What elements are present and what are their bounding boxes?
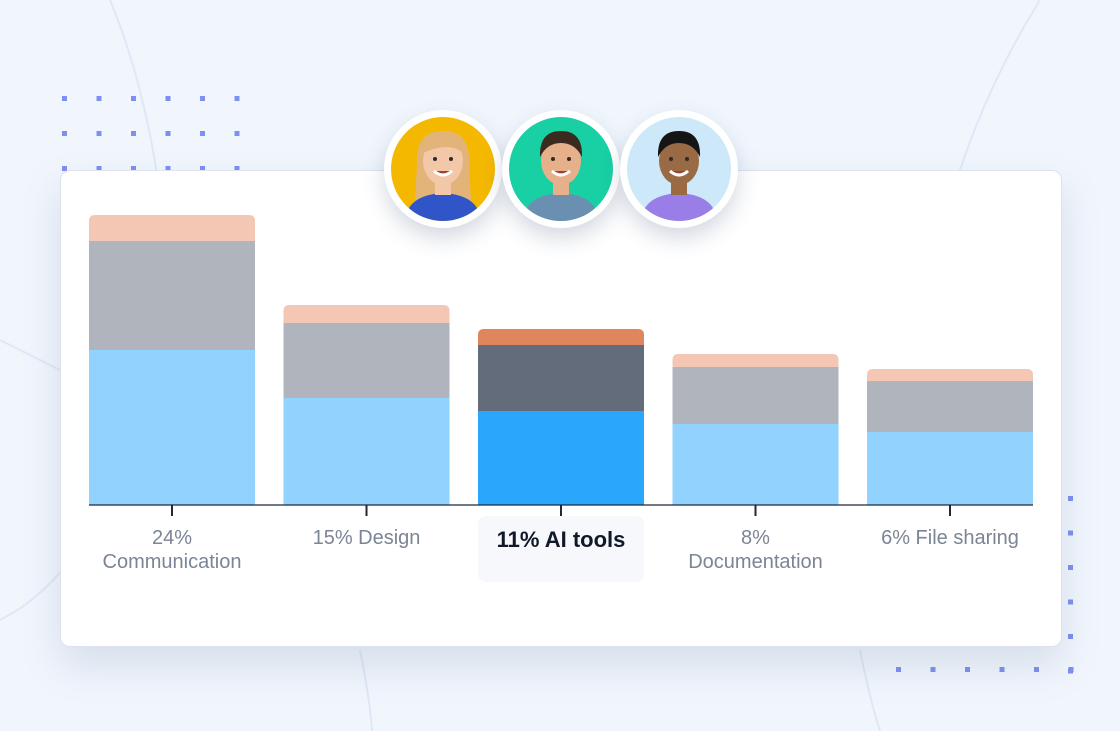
x-tick-label: 24% Communication	[82, 526, 262, 574]
dot	[200, 96, 205, 101]
dot	[965, 667, 970, 672]
avatar-man-1	[502, 110, 620, 228]
x-tick-label: 11% AI tools	[478, 516, 644, 582]
dot	[62, 96, 67, 101]
bar-4	[867, 369, 1033, 505]
dot	[1068, 530, 1073, 536]
dot	[96, 131, 102, 136]
dot	[131, 96, 136, 101]
bar-segment-middle	[283, 323, 450, 398]
avatar-man-2	[620, 110, 738, 228]
bar-segment-base	[89, 350, 255, 505]
dot	[1034, 667, 1039, 672]
dot	[165, 131, 171, 136]
bar-segment-top	[867, 369, 1033, 381]
bar-segment-base	[672, 424, 839, 505]
dot	[234, 96, 240, 101]
bar-segment-middle	[867, 381, 1033, 432]
dot	[1068, 565, 1073, 570]
x-tick-label-line: 11% AI tools	[496, 527, 626, 552]
bar-segment-base	[283, 398, 450, 505]
x-tick-label-line: Communication	[102, 551, 242, 573]
x-tick-label-line: 8%	[741, 527, 770, 549]
dot	[200, 166, 205, 171]
x-tick-label: 15% Design	[277, 526, 457, 550]
dot	[165, 96, 171, 101]
bar-2	[478, 329, 644, 505]
dot	[96, 166, 102, 171]
dot	[896, 667, 901, 672]
avatar-woman	[384, 110, 502, 228]
x-tick-label-line: 6% File sharing	[881, 527, 1019, 549]
dot	[62, 131, 67, 136]
man-avatar-1-icon	[509, 117, 613, 221]
x-tick-label: 8% Documentation	[666, 526, 846, 574]
dot	[200, 131, 205, 136]
stacked-bar-chart	[89, 215, 1033, 516]
dot	[96, 96, 102, 101]
x-tick-label: 6% File sharing	[860, 526, 1040, 550]
bar-segment-top	[89, 215, 255, 241]
dot	[1068, 599, 1073, 605]
dot	[62, 166, 67, 171]
dot	[930, 667, 936, 672]
dot	[1068, 496, 1073, 501]
x-tick-label-line: Documentation	[688, 551, 823, 573]
chart-card: 24% Communication 15% Design 11% AI tools 8%…	[60, 170, 1062, 647]
dot	[131, 131, 136, 136]
dot	[1068, 634, 1073, 639]
bar-segment-top	[478, 329, 644, 345]
dot	[999, 667, 1005, 672]
bar-segment-base	[867, 432, 1033, 505]
bar-segment-middle	[89, 241, 255, 350]
bar-3	[672, 354, 839, 505]
bar-segment-top	[283, 305, 450, 323]
bar-segment-middle	[672, 367, 839, 424]
bar-1	[283, 305, 450, 505]
bar-segment-top	[672, 354, 839, 367]
x-tick-label-line: 24%	[151, 527, 193, 549]
dot	[1068, 667, 1074, 672]
dot	[165, 166, 171, 171]
bar-segment-middle	[478, 345, 644, 411]
x-tick-label-line: 15% Design	[312, 527, 421, 549]
bar-segment-base	[478, 411, 644, 505]
dot	[234, 166, 240, 171]
woman-avatar-icon	[391, 117, 495, 221]
bar-0	[89, 215, 255, 505]
dot	[131, 166, 136, 171]
dot	[234, 131, 240, 136]
man-avatar-2-icon	[627, 117, 731, 221]
